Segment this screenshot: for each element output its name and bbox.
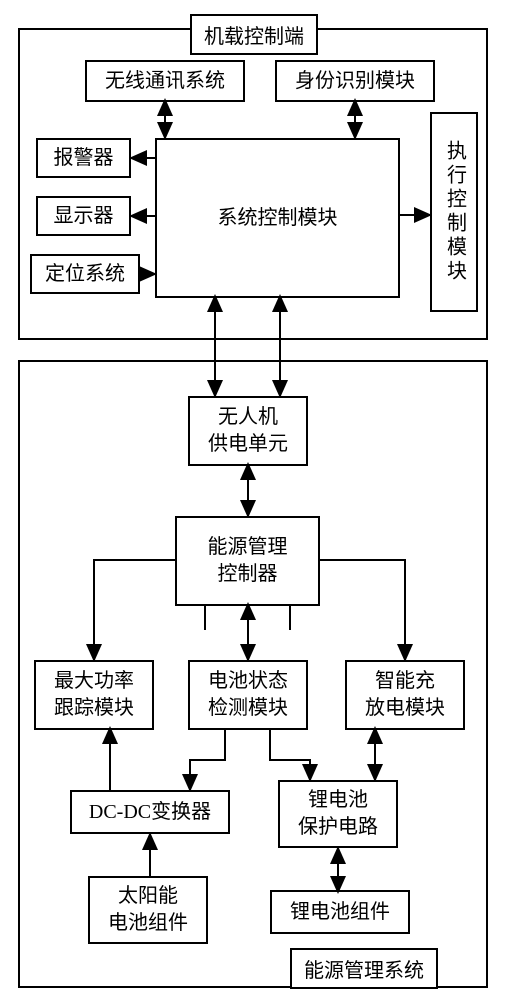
energy-mgmt-title-text: 能源管理系统 <box>304 954 424 983</box>
wireless-comm-box: 无线通讯系统 <box>85 60 245 102</box>
uav-power-box: 无人机 供电单元 <box>188 396 308 466</box>
solar-box: 太阳能 电池组件 <box>88 876 208 944</box>
maxpow-box: 最大功率 跟踪模块 <box>34 660 154 730</box>
batstat-label: 电池状态 检测模块 <box>208 668 288 722</box>
onboard-control-title: 机载控制端 <box>190 14 318 55</box>
positioning-box: 定位系统 <box>30 254 140 294</box>
dcdc-label: DC-DC变换器 <box>89 799 211 826</box>
batstat-box: 电池状态 检测模块 <box>188 660 308 730</box>
liion-pack-label: 锂电池组件 <box>290 899 390 926</box>
liion-pack-box: 锂电池组件 <box>270 890 410 934</box>
liion-prot-label: 锂电池 保护电路 <box>298 787 378 841</box>
dcdc-box: DC-DC变换器 <box>70 790 230 834</box>
smartcd-box: 智能充 放电模块 <box>345 660 465 730</box>
solar-label: 太阳能 电池组件 <box>108 883 188 937</box>
exec-control-label: 执行控制模块 <box>441 140 468 284</box>
wireless-comm-label: 无线通讯系统 <box>105 68 225 95</box>
maxpow-label: 最大功率 跟踪模块 <box>54 668 134 722</box>
uav-power-label: 无人机 供电单元 <box>208 404 288 458</box>
alarm-label: 报警器 <box>54 145 114 172</box>
system-control-label: 系统控制模块 <box>218 205 338 232</box>
alarm-box: 报警器 <box>36 138 131 178</box>
smartcd-label: 智能充 放电模块 <box>365 668 445 722</box>
emc-label: 能源管理 控制器 <box>208 534 288 588</box>
exec-control-box: 执行控制模块 <box>430 112 478 312</box>
liion-prot-box: 锂电池 保护电路 <box>278 780 398 848</box>
energy-mgmt-title: 能源管理系统 <box>290 948 438 989</box>
positioning-label: 定位系统 <box>45 261 125 288</box>
display-label: 显示器 <box>54 203 114 230</box>
system-control-box: 系统控制模块 <box>155 138 400 298</box>
identity-box: 身份识别模块 <box>275 60 435 102</box>
emc-box: 能源管理 控制器 <box>175 516 320 606</box>
identity-label: 身份识别模块 <box>295 68 415 95</box>
title-text: 机载控制端 <box>204 20 304 49</box>
display-box: 显示器 <box>36 196 131 236</box>
